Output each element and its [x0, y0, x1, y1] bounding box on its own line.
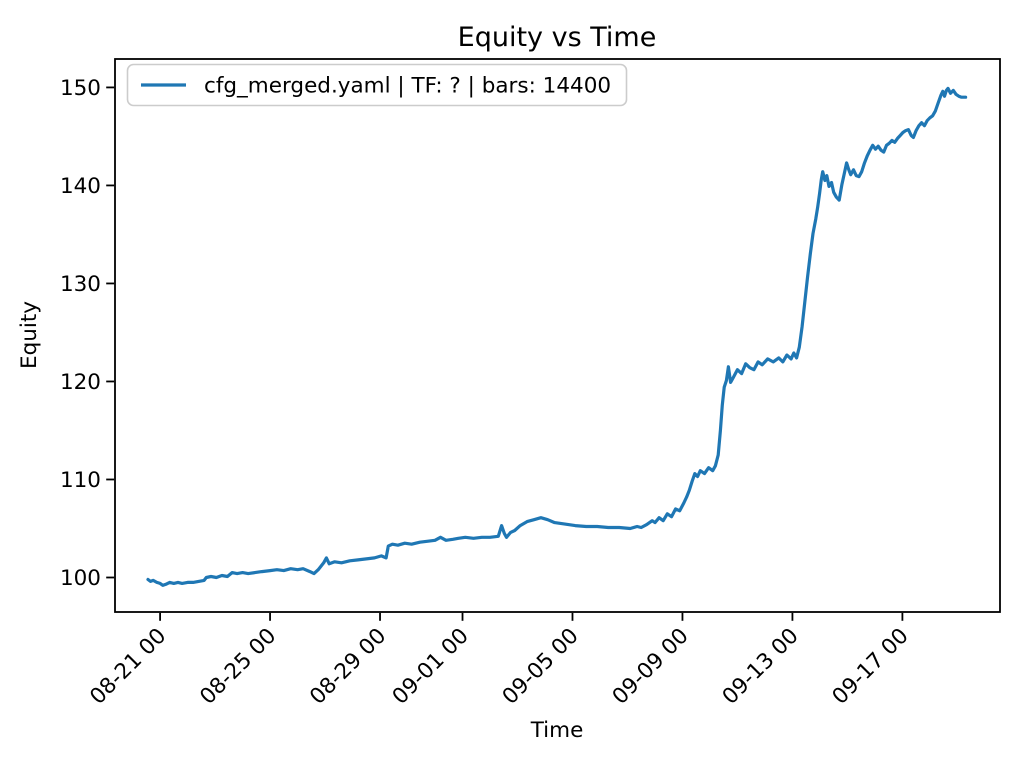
plot-area-border	[114, 58, 1001, 613]
legend-box	[126, 63, 628, 107]
y-tick-label: 140	[60, 174, 101, 199]
x-tick-label: 08-25 00	[195, 624, 281, 710]
x-tick-label: 09-05 00	[498, 624, 584, 710]
y-axis-label: Equity	[17, 301, 42, 369]
chart-title: Equity vs Time	[458, 22, 657, 53]
legend: cfg_merged.yaml | TF: ? | bars: 14400	[126, 63, 628, 107]
y-tick-label: 150	[60, 76, 101, 101]
y-tick-label: 130	[60, 272, 101, 297]
equity-line-series	[146, 86, 968, 587]
x-tick-label: 09-09 00	[608, 624, 694, 710]
y-tick-label: 120	[60, 370, 101, 395]
x-tick-label: 09-13 00	[718, 624, 804, 710]
legend-entry-label: cfg_merged.yaml | TF: ? | bars: 14400	[204, 74, 611, 99]
x-tick-label: 09-01 00	[388, 624, 474, 710]
equity-curve	[146, 86, 968, 587]
x-tick-label: 08-29 00	[305, 624, 391, 710]
x-axis-label: Time	[530, 718, 584, 743]
y-axis-ticks: 100 110 120 130 140 150	[60, 76, 115, 591]
y-tick-label: 110	[60, 468, 101, 493]
x-tick-label: 09-17 00	[828, 624, 914, 710]
x-tick-label: 08-21 00	[85, 624, 171, 710]
y-tick-label: 100	[60, 566, 101, 591]
